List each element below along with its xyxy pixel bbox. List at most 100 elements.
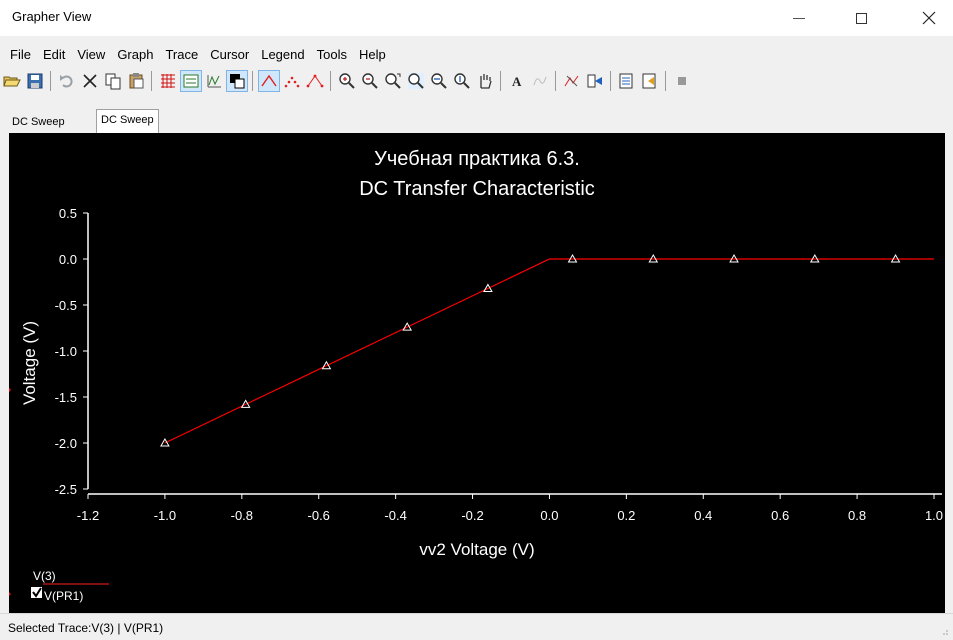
cursor-icon <box>564 75 579 87</box>
minimize-button[interactable] <box>776 0 822 36</box>
zoom-area-button[interactable] <box>382 70 404 92</box>
legend-box-button[interactable] <box>180 70 202 92</box>
zoom-fit-button[interactable] <box>405 70 427 92</box>
menu-legend[interactable]: Legend <box>261 47 305 62</box>
x-tick-label: -1.2 <box>77 508 99 523</box>
resize-grip-icon[interactable] <box>941 628 949 636</box>
graph-area[interactable]: Учебная практика 6.3. DC Transfer Charac… <box>9 133 945 613</box>
undo-icon <box>60 75 73 88</box>
label-icon <box>533 76 547 86</box>
grid-button[interactable] <box>157 70 179 92</box>
line-points-button[interactable] <box>304 70 326 92</box>
x-tick-label: 0.6 <box>771 508 789 523</box>
y-tick-label: -2.0 <box>55 436 77 451</box>
menu-file[interactable]: File <box>10 47 31 62</box>
tab-dc-sweep-2[interactable]: DC Sweep <box>96 109 159 133</box>
close-button[interactable] <box>906 0 952 36</box>
label-button[interactable] <box>529 70 551 92</box>
paste-icon <box>129 73 144 89</box>
trace-marker <box>567 253 578 263</box>
x-tick-label: 0.2 <box>617 508 635 523</box>
stop-icon <box>678 77 686 85</box>
export-button[interactable] <box>616 70 638 92</box>
x-tick-label: -0.4 <box>384 508 406 523</box>
cursor-button[interactable] <box>561 70 583 92</box>
y-axis-marker-icon[interactable] <box>9 377 11 403</box>
check-icon <box>32 587 42 598</box>
menu-trace[interactable]: Trace <box>165 47 199 62</box>
close-icon <box>922 11 936 25</box>
tab-strip: DC Sweep DC Sweep <box>0 109 953 133</box>
trace-marker <box>648 253 659 263</box>
zoom-out-button[interactable] <box>359 70 381 92</box>
tab-dc-sweep-1[interactable]: DC Sweep <box>12 116 65 128</box>
svg-text:A: A <box>512 74 522 89</box>
x-tick-label: -0.6 <box>308 508 330 523</box>
zoom-x-button[interactable] <box>428 70 450 92</box>
line-points-icon <box>306 74 324 88</box>
trace-marker <box>809 253 820 263</box>
chart[interactable]: Учебная практика 6.3. DC Transfer Charac… <box>9 133 945 613</box>
x-tick-label: -0.2 <box>461 508 483 523</box>
stop-button[interactable] <box>671 70 693 92</box>
zoom-y-button[interactable] <box>451 70 473 92</box>
zoom-in-icon <box>339 73 355 89</box>
menu-tools[interactable]: Tools <box>316 47 347 62</box>
points-trace-button[interactable] <box>281 70 303 92</box>
legend-box-icon <box>183 74 199 88</box>
grid-icon <box>161 74 175 88</box>
trace-marker <box>321 360 332 370</box>
chart-title: Учебная практика 6.3. <box>374 148 580 170</box>
menu-cursor[interactable]: Cursor <box>210 47 250 62</box>
toolbar-separator <box>50 71 51 91</box>
open-button[interactable] <box>1 70 23 92</box>
chart-subtitle: DC Transfer Characteristic <box>359 178 595 200</box>
legend-checkbox[interactable] <box>31 587 42 598</box>
axes-button[interactable] <box>203 70 225 92</box>
toolbar-separator <box>500 71 501 91</box>
delete-button[interactable] <box>79 70 101 92</box>
x-tick-label: 0.8 <box>848 508 866 523</box>
x-tick-label: -0.8 <box>231 508 253 523</box>
y-tick-label: -1.0 <box>55 344 77 359</box>
undo-button[interactable] <box>56 70 78 92</box>
copy-button[interactable] <box>102 70 124 92</box>
zoom-y-icon <box>454 73 470 89</box>
menu-view[interactable]: View <box>77 47 106 62</box>
menu-graph[interactable]: Graph <box>117 47 154 62</box>
points-trace-icon <box>284 76 300 88</box>
zoom-in-button[interactable] <box>336 70 358 92</box>
y-axis-label: Voltage (V) <box>20 321 39 405</box>
trace-marker <box>483 283 493 292</box>
x-axis-label: vv2 Voltage (V) <box>419 540 534 559</box>
menu-edit[interactable]: Edit <box>42 47 66 62</box>
axes-icon <box>207 75 221 88</box>
y-tick-label: 0.5 <box>59 206 77 221</box>
paste-button[interactable] <box>125 70 147 92</box>
window-title: Grapher View <box>12 9 92 24</box>
data-select-button[interactable] <box>584 70 606 92</box>
line-trace-button[interactable] <box>258 70 280 92</box>
menu-help[interactable]: Help <box>358 47 386 62</box>
trace-marker <box>729 253 739 263</box>
x-tick-label: 1.0 <box>925 508 943 523</box>
pan-button[interactable] <box>474 70 496 92</box>
overlay-button[interactable] <box>226 70 248 92</box>
y-tick-label: -2.5 <box>55 482 77 497</box>
maximize-icon <box>855 12 867 24</box>
trace-marker <box>890 253 901 263</box>
trace-line[interactable] <box>164 258 934 444</box>
legend-entry-vpr1: V(PR1) <box>44 589 83 603</box>
menu-bar: File Edit View Graph Trace Cursor Legend… <box>0 44 953 66</box>
open-icon <box>3 76 21 87</box>
save-button[interactable] <box>24 70 46 92</box>
axes: -1.2 -1.0 -0.8 -0.6 -0.4 -0.2 0.0 0.2 0.4 0.6 0.8 1… <box>55 206 943 523</box>
pan-icon <box>480 74 492 89</box>
overlay-icon <box>230 74 245 89</box>
text-button[interactable]: A <box>506 70 528 92</box>
legend[interactable]: V(3) V(PR1) <box>9 569 109 605</box>
import-button[interactable] <box>639 70 661 92</box>
maximize-button[interactable] <box>838 0 884 36</box>
zoom-fit-icon <box>408 73 424 89</box>
trace-marker <box>240 399 251 408</box>
